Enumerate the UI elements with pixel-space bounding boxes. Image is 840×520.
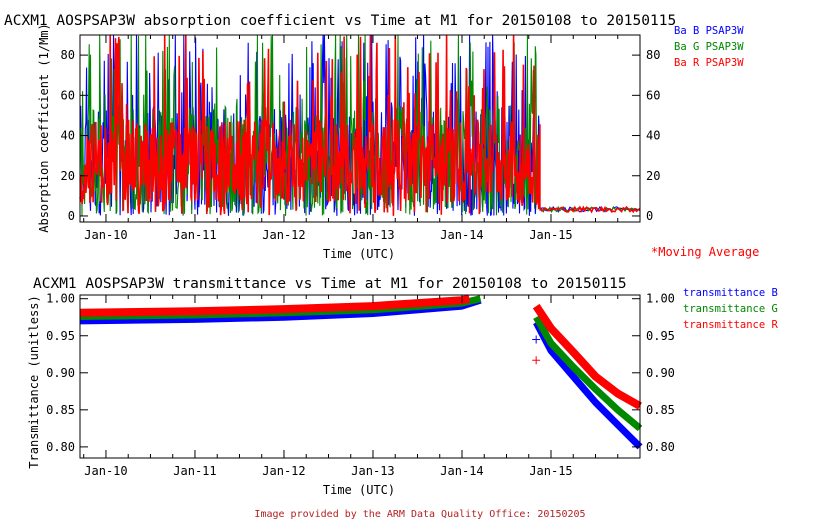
absorption-chart-title: ACXM1 AOSPSAP3W absorption coefficient v… (4, 13, 676, 29)
transmittance-x-tick-label: Jan-10 (84, 464, 127, 478)
absorption-x-axis-label: Time (UTC) (323, 247, 395, 261)
absorption-y-axis-label: Absorption coefficient (1/Mm) (37, 23, 51, 233)
transmittance-x-axis-label: Time (UTC) (323, 483, 395, 497)
series-line-transmittance-g-segment-2 (533, 315, 643, 432)
legend-entry: Ba B PSAP3W (674, 25, 744, 37)
absorption-y-tick-label: 40 (61, 129, 75, 143)
transmittance-axes: Jan-10 Jan-11 Jan-12 Jan-13 Jan-14 Jan-15 0.80… (46, 292, 675, 478)
transmittance-y-axis-label: Transmittance (unitless) (27, 295, 41, 468)
transmittance-y-tick-label-right: 0.80 (646, 440, 675, 454)
transmittance-y-tick-label: 0.80 (46, 440, 75, 454)
outlier-point (532, 335, 541, 344)
absorption-y-tick-label-right: 60 (646, 88, 660, 102)
series-line-ba-r (79, 34, 641, 216)
transmittance-y-tick-label: 0.85 (46, 403, 75, 417)
absorption-x-tick-label: Jan-15 (529, 228, 572, 242)
legend-entry: Ba R PSAP3W (674, 57, 744, 69)
legend-entry: transmittance R (683, 319, 779, 331)
transmittance-x-tick-label: Jan-15 (529, 464, 572, 478)
transmittance-x-tick-label: Jan-14 (440, 464, 483, 478)
transmittance-y-tick-label-right: 0.90 (646, 366, 675, 380)
legend-entry: Ba G PSAP3W (674, 41, 744, 53)
moving-average-label: *Moving Average (651, 245, 759, 259)
transmittance-y-tick-label: 1.00 (46, 292, 75, 306)
series-line-transmittance-b-segment-2 (533, 320, 643, 450)
absorption-axes: Jan-10 Jan-11 Jan-12 Jan-13 Jan-14 Jan-15 0 0 20… (61, 34, 660, 242)
transmittance-data-layer (79, 294, 643, 450)
absorption-y-tick-label-right: 80 (646, 48, 660, 62)
absorption-plot-frame (79, 34, 641, 223)
absorption-x-tick-label: Jan-11 (173, 228, 216, 242)
transmittance-x-tick-label: Jan-13 (351, 464, 394, 478)
image-credit: Image provided by the ARM Data Quality O… (254, 509, 585, 520)
absorption-y-tick-label-right: 40 (646, 129, 660, 143)
transmittance-y-tick-label: 0.90 (46, 366, 75, 380)
legend-entry: transmittance B (683, 287, 778, 299)
absorption-x-tick-label: Jan-13 (351, 228, 394, 242)
absorption-y-tick-label: 0 (68, 209, 75, 223)
transmittance-y-tick-label-right: 1.00 (646, 292, 675, 306)
absorption-y-tick-label: 60 (61, 88, 75, 102)
absorption-x-tick-label: Jan-12 (262, 228, 305, 242)
outlier-point (532, 356, 541, 365)
transmittance-chart-title: ACXM1 AOSPSAP3W transmittance vs Time at… (33, 276, 627, 292)
absorption-y-tick-label: 80 (61, 48, 75, 62)
legend-entry: transmittance G (683, 303, 778, 315)
absorption-y-tick-label-right: 20 (646, 169, 660, 183)
absorption-legend: Ba B PSAP3W Ba G PSAP3W Ba R PSAP3W (674, 25, 744, 69)
absorption-x-tick-label: Jan-14 (440, 228, 483, 242)
series-line-transmittance-r-segment-2 (532, 303, 642, 410)
transmittance-x-tick-label: Jan-11 (173, 464, 216, 478)
absorption-y-tick-label-right: 0 (646, 209, 653, 223)
absorption-x-tick-label: Jan-10 (84, 228, 127, 242)
absorption-y-tick-label: 20 (61, 169, 75, 183)
transmittance-y-tick-label: 0.95 (46, 329, 75, 343)
transmittance-legend: transmittance B transmittance G transmitta… (683, 287, 779, 331)
absorption-data-layer (79, 34, 641, 216)
transmittance-y-tick-label-right: 0.95 (646, 329, 675, 343)
transmittance-y-tick-label-right: 0.85 (646, 403, 675, 417)
transmittance-x-tick-label: Jan-12 (262, 464, 305, 478)
series-line-transmittance-r-segment-1 (79, 294, 471, 317)
transmittance-plot-frame (79, 294, 641, 459)
